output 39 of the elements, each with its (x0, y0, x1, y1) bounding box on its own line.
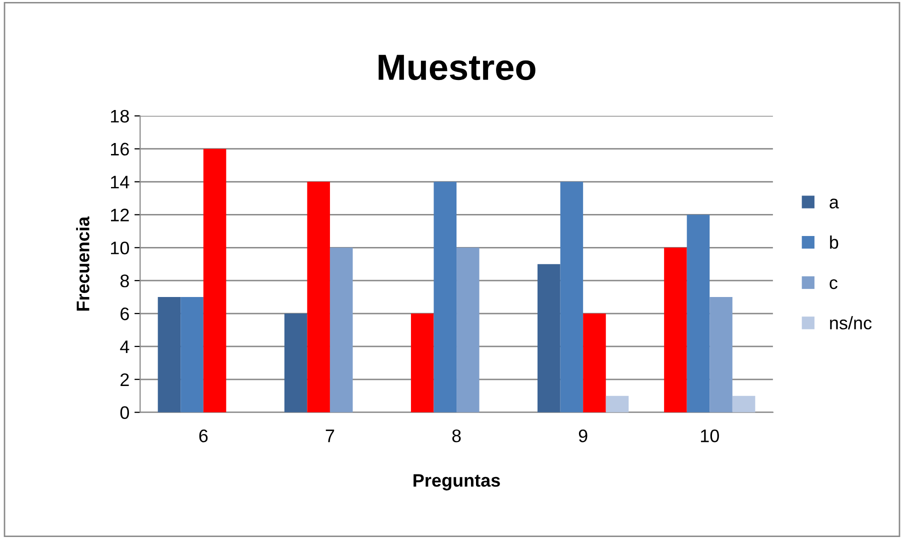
x-axis-title: Preguntas (414, 474, 500, 490)
x-tick-label: 8 (452, 429, 461, 442)
y-tick-label: 8 (120, 274, 129, 288)
bar (583, 314, 606, 412)
bar (330, 248, 353, 412)
bar (284, 314, 308, 412)
bar (180, 297, 204, 412)
chart-title: Muestreo (378, 54, 536, 80)
bar (203, 148, 226, 412)
bar (158, 297, 181, 412)
y-axis-title: Frecuencia (76, 216, 90, 311)
legend-label: a (830, 198, 839, 208)
legend-label: c (830, 279, 838, 290)
legend-label: b (830, 236, 838, 249)
bar (538, 264, 560, 412)
bar (710, 297, 732, 412)
bar (606, 396, 629, 412)
x-tick-label: 9 (578, 429, 588, 442)
bar (456, 248, 480, 412)
bar (410, 314, 434, 412)
legend-label: ns/nc (830, 316, 872, 330)
y-tick-label: 10 (111, 242, 129, 254)
y-tick-label: 4 (120, 340, 130, 353)
bar (560, 182, 584, 412)
bar (686, 214, 710, 412)
y-tick-label: 2 (120, 373, 129, 386)
bar (434, 182, 457, 412)
y-tick-label: 12 (111, 208, 129, 222)
y-tick-label: 18 (111, 110, 129, 123)
bar (732, 396, 756, 412)
bar (664, 248, 687, 412)
x-tick-label: 7 (326, 430, 334, 442)
y-tick-label: 14 (111, 176, 130, 188)
y-tick-label: 0 (120, 406, 129, 420)
y-tick-label: 6 (120, 307, 129, 320)
bar (307, 182, 330, 412)
y-tick-label: 16 (111, 142, 129, 156)
x-tick-label: 10 (700, 429, 719, 442)
x-tick-label: 6 (199, 429, 208, 442)
